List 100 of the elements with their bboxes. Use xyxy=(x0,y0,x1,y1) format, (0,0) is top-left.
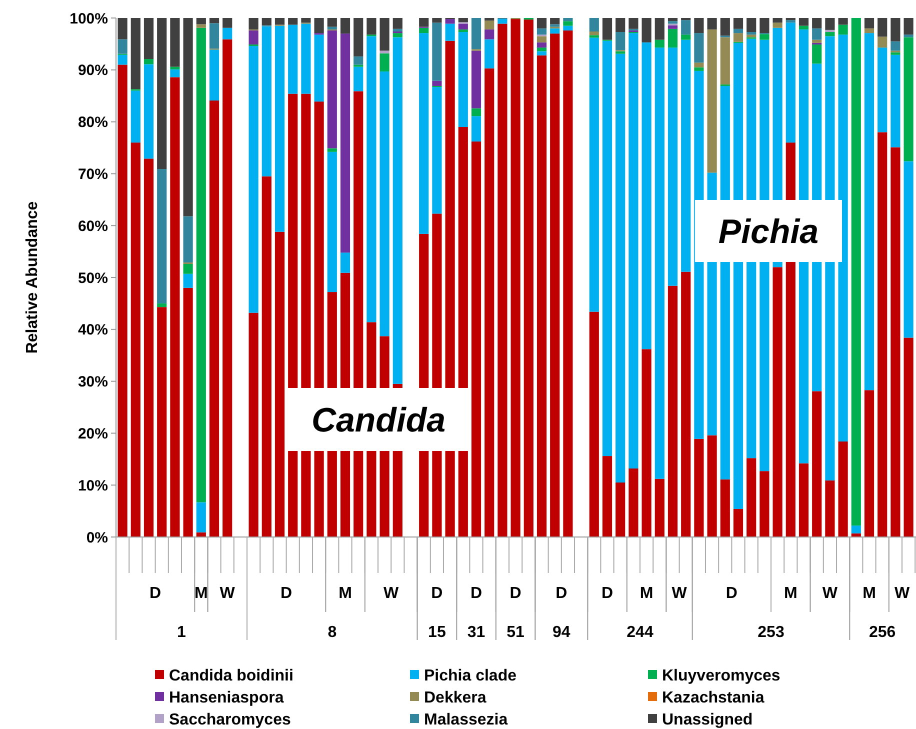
bar xyxy=(563,21,573,26)
bar xyxy=(536,42,547,48)
bar xyxy=(904,338,914,537)
bar xyxy=(183,288,193,537)
bar xyxy=(340,18,350,34)
bar xyxy=(681,20,691,35)
bar xyxy=(825,18,835,30)
bar xyxy=(510,19,520,537)
bar xyxy=(864,33,874,390)
bar xyxy=(314,34,324,102)
bar xyxy=(445,24,455,41)
text: D xyxy=(726,585,738,602)
bar xyxy=(760,34,770,40)
bar xyxy=(550,18,560,24)
bar xyxy=(498,24,508,537)
text: 244 xyxy=(626,624,654,641)
bar xyxy=(878,36,888,48)
bar xyxy=(144,158,154,537)
bar xyxy=(694,67,704,71)
legend-label: Hanseniaspora xyxy=(169,690,284,707)
bar xyxy=(589,35,599,38)
bar xyxy=(616,18,626,32)
bar xyxy=(694,62,704,68)
text: D xyxy=(510,585,522,602)
bar xyxy=(262,18,272,26)
bar xyxy=(366,36,376,322)
bar xyxy=(812,44,822,64)
bar xyxy=(157,169,167,304)
bar xyxy=(248,46,258,313)
bar xyxy=(563,26,573,30)
bar xyxy=(248,312,258,537)
bar xyxy=(838,442,848,537)
text: W xyxy=(384,585,400,602)
bar xyxy=(118,39,128,54)
bar xyxy=(484,20,494,30)
legend-label: Pichia clade xyxy=(424,668,517,685)
bar xyxy=(392,33,402,38)
bar xyxy=(209,100,220,537)
bar xyxy=(550,28,560,34)
y-tick-label: 20% xyxy=(78,425,108,442)
bar xyxy=(890,147,900,537)
bar xyxy=(616,482,626,537)
bar xyxy=(458,32,468,127)
bar xyxy=(484,39,494,68)
bar xyxy=(798,463,809,537)
bar xyxy=(157,307,167,537)
text: D xyxy=(470,585,482,602)
bar xyxy=(432,87,442,214)
bar xyxy=(864,18,874,28)
bar xyxy=(602,456,612,537)
bar xyxy=(458,18,468,22)
bar xyxy=(392,18,402,29)
bar xyxy=(327,30,337,148)
bar xyxy=(616,51,626,54)
bar xyxy=(890,18,900,42)
bar xyxy=(760,18,770,34)
bar xyxy=(746,458,756,537)
bar xyxy=(183,264,193,274)
bar xyxy=(878,18,888,37)
bar xyxy=(642,349,652,537)
bar xyxy=(419,28,429,34)
bar xyxy=(340,34,350,253)
bar xyxy=(825,480,835,537)
bar xyxy=(274,18,285,25)
bar xyxy=(484,68,494,537)
bar xyxy=(589,38,599,312)
y-tick-label: 0% xyxy=(86,529,108,546)
bar xyxy=(157,303,167,308)
y-tick-label: 30% xyxy=(78,374,108,391)
bar xyxy=(825,30,835,32)
bar xyxy=(380,18,390,51)
bar xyxy=(419,33,429,234)
text: 31 xyxy=(467,624,486,641)
bar xyxy=(628,18,638,29)
bar xyxy=(812,18,822,28)
bar xyxy=(602,40,612,456)
bar xyxy=(196,18,206,24)
bar xyxy=(327,148,337,152)
bar xyxy=(536,28,547,35)
bar xyxy=(524,20,534,537)
bar xyxy=(432,22,442,81)
bar xyxy=(327,26,337,30)
bar xyxy=(642,18,652,42)
y-tick-label: 70% xyxy=(78,166,108,183)
text: W xyxy=(220,585,236,602)
bar xyxy=(904,34,914,38)
bar xyxy=(707,435,717,537)
bar xyxy=(878,132,888,537)
bar xyxy=(471,142,482,537)
y-tick-label: 40% xyxy=(78,322,108,339)
bar xyxy=(392,37,402,384)
text: 253 xyxy=(758,624,784,641)
bar xyxy=(209,50,220,101)
bar xyxy=(707,18,717,30)
bar xyxy=(694,33,704,63)
bar xyxy=(904,161,914,338)
text: D xyxy=(601,585,614,602)
bar xyxy=(772,22,782,28)
text: D xyxy=(556,585,568,602)
bar xyxy=(288,24,298,94)
